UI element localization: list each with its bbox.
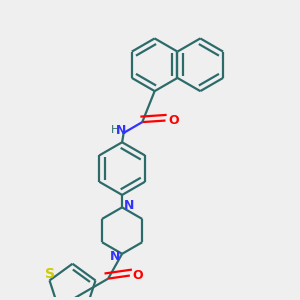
- Text: N: N: [124, 199, 134, 212]
- Text: O: O: [168, 114, 178, 127]
- Text: S: S: [44, 267, 55, 281]
- Text: H: H: [111, 125, 119, 136]
- Text: O: O: [132, 269, 143, 282]
- Text: N: N: [110, 250, 121, 263]
- Text: N: N: [116, 124, 127, 137]
